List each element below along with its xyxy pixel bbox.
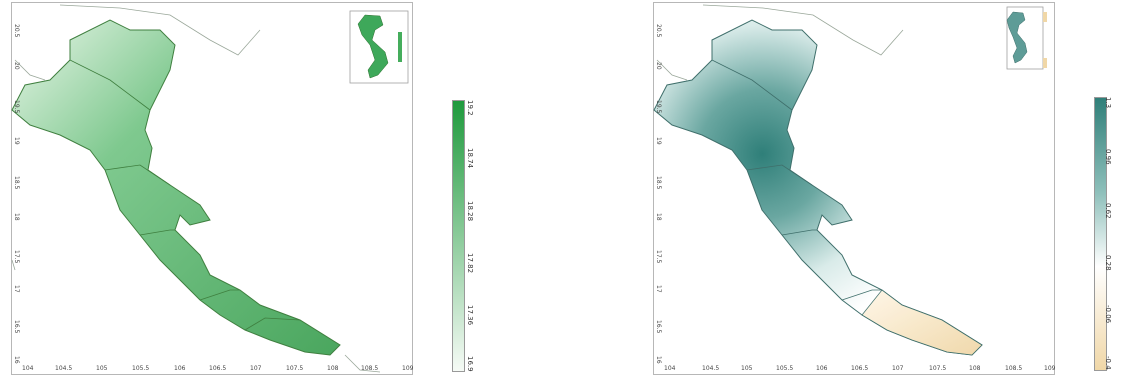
region-shape bbox=[654, 20, 982, 355]
y-tick: 17.5 bbox=[655, 250, 662, 263]
colorbar-label: 0.28 bbox=[1104, 255, 1112, 271]
y-tick: 20 bbox=[655, 62, 662, 70]
x-tick: 106 bbox=[174, 365, 185, 372]
colorbar bbox=[452, 100, 465, 372]
region-shape bbox=[12, 20, 340, 355]
x-tick: 104.5 bbox=[55, 365, 72, 372]
y-tick: 18.5 bbox=[13, 176, 20, 189]
map-svg bbox=[565, 0, 1125, 380]
x-tick: 105 bbox=[96, 365, 107, 372]
colorbar-label: -0.4 bbox=[1104, 356, 1112, 370]
colorbar-label: -0.06 bbox=[1104, 305, 1112, 323]
y-tick: 17 bbox=[13, 285, 20, 293]
x-tick: 108 bbox=[969, 365, 980, 372]
inset-colorbar-bottom bbox=[1043, 58, 1047, 68]
y-tick: 19 bbox=[655, 137, 662, 145]
x-tick: 109 bbox=[1044, 365, 1055, 372]
x-tick: 107.5 bbox=[929, 365, 946, 372]
x-tick: 107 bbox=[892, 365, 903, 372]
y-tick: 19.5 bbox=[655, 100, 662, 113]
x-tick: 105 bbox=[741, 365, 752, 372]
x-tick: 105.5 bbox=[132, 365, 149, 372]
y-tick: 17.5 bbox=[13, 250, 20, 263]
colorbar-label: 18.28 bbox=[466, 201, 474, 221]
y-tick: 19.5 bbox=[13, 100, 20, 113]
y-tick: 18.5 bbox=[655, 176, 662, 189]
x-tick: 108.5 bbox=[361, 365, 378, 372]
y-tick: 18 bbox=[655, 213, 662, 221]
colorbar-label: 1.3 bbox=[1104, 97, 1112, 108]
y-tick: 16.5 bbox=[655, 320, 662, 333]
x-tick: 104 bbox=[664, 365, 675, 372]
inset-colorbar bbox=[398, 32, 402, 62]
y-tick: 16.5 bbox=[13, 320, 20, 333]
x-tick: 107 bbox=[250, 365, 261, 372]
y-tick: 17 bbox=[655, 285, 662, 293]
inset-colorbar-top bbox=[1043, 12, 1047, 22]
colorbar-label: 19.2 bbox=[466, 100, 474, 116]
x-tick: 108 bbox=[327, 365, 338, 372]
colorbar-label: 0.62 bbox=[1104, 203, 1112, 219]
map-svg bbox=[0, 0, 560, 380]
x-tick: 106.5 bbox=[209, 365, 226, 372]
colorbar-label: 16.9 bbox=[466, 356, 474, 372]
colorbar-label: 18.74 bbox=[466, 148, 474, 168]
x-tick: 104.5 bbox=[702, 365, 719, 372]
x-tick: 106.5 bbox=[851, 365, 868, 372]
y-tick: 20 bbox=[13, 62, 20, 70]
colorbar-label: 17.36 bbox=[466, 305, 474, 325]
x-tick: 104 bbox=[22, 365, 33, 372]
colorbar-label: 0.96 bbox=[1104, 149, 1112, 165]
x-tick: 107.5 bbox=[286, 365, 303, 372]
x-tick: 106 bbox=[816, 365, 827, 372]
colorbar-label: 17.82 bbox=[466, 253, 474, 273]
y-tick: 20.5 bbox=[13, 24, 20, 37]
y-tick: 16 bbox=[13, 356, 20, 364]
map-panel-2: 104 104.5 105 105.5 106 106.5 107 107.5 … bbox=[565, 0, 1125, 380]
colorbar bbox=[1094, 97, 1107, 371]
x-tick: 109 bbox=[402, 365, 413, 372]
y-tick: 16 bbox=[655, 356, 662, 364]
y-tick: 19 bbox=[13, 137, 20, 145]
x-tick: 105.5 bbox=[776, 365, 793, 372]
y-tick: 20.5 bbox=[655, 24, 662, 37]
map-panel-1: 104 104.5 105 105.5 106 106.5 107 107.5 … bbox=[0, 0, 560, 380]
y-tick: 18 bbox=[13, 213, 20, 221]
south-region bbox=[862, 290, 982, 355]
x-tick: 108.5 bbox=[1005, 365, 1022, 372]
